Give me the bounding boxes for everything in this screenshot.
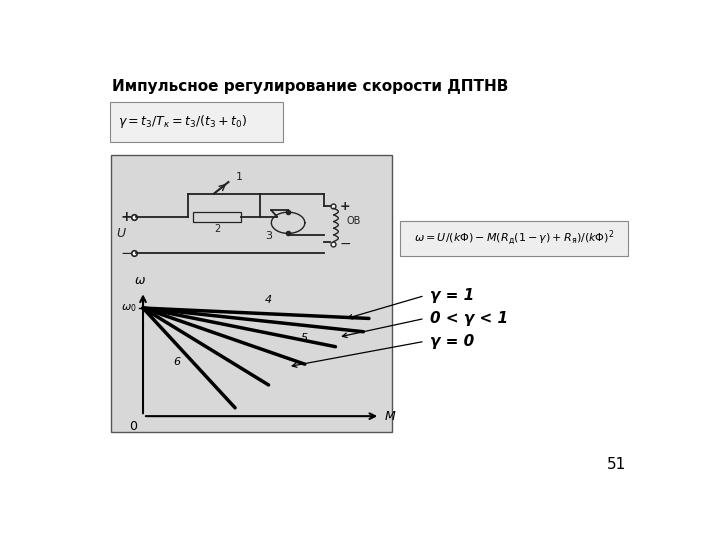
Text: ОВ: ОВ [347, 215, 361, 226]
Text: 2: 2 [214, 225, 220, 234]
Text: $\omega = U/(k\Phi) - M(R_{\text{д}}(1-\gamma)+R_{\text{я}})/(k\Phi)^2$: $\omega = U/(k\Phi) - M(R_{\text{д}}(1-\… [414, 229, 614, 248]
Text: $\omega_0$: $\omega_0$ [121, 302, 136, 314]
Text: Импульсное регулирование скорости ДПТНВ: Импульсное регулирование скорости ДПТНВ [112, 79, 509, 94]
Text: $\omega$: $\omega$ [134, 274, 146, 287]
Text: 1: 1 [236, 172, 243, 182]
FancyBboxPatch shape [111, 156, 392, 431]
Text: 51: 51 [606, 457, 626, 472]
FancyBboxPatch shape [400, 221, 629, 256]
Text: +: + [120, 210, 132, 224]
Text: $\gamma = t_3 / T_\kappa = t_3 / (t_3 + t_0)$: $\gamma = t_3 / T_\kappa = t_3 / (t_3 + … [118, 113, 247, 131]
Text: 3: 3 [265, 231, 272, 241]
Text: −: − [340, 237, 351, 251]
Text: 0 < γ < 1: 0 < γ < 1 [431, 311, 508, 326]
Text: γ = 1: γ = 1 [431, 288, 474, 303]
Text: 6: 6 [173, 357, 180, 367]
Text: U: U [116, 227, 125, 240]
Text: 4: 4 [265, 295, 272, 305]
Text: −: − [120, 246, 132, 261]
Text: 0: 0 [130, 420, 138, 433]
FancyBboxPatch shape [109, 102, 282, 141]
Bar [193, 212, 240, 222]
Text: γ = 0: γ = 0 [431, 334, 474, 349]
Text: M: M [384, 410, 395, 423]
Text: 5: 5 [301, 333, 308, 343]
Text: +: + [340, 200, 351, 213]
